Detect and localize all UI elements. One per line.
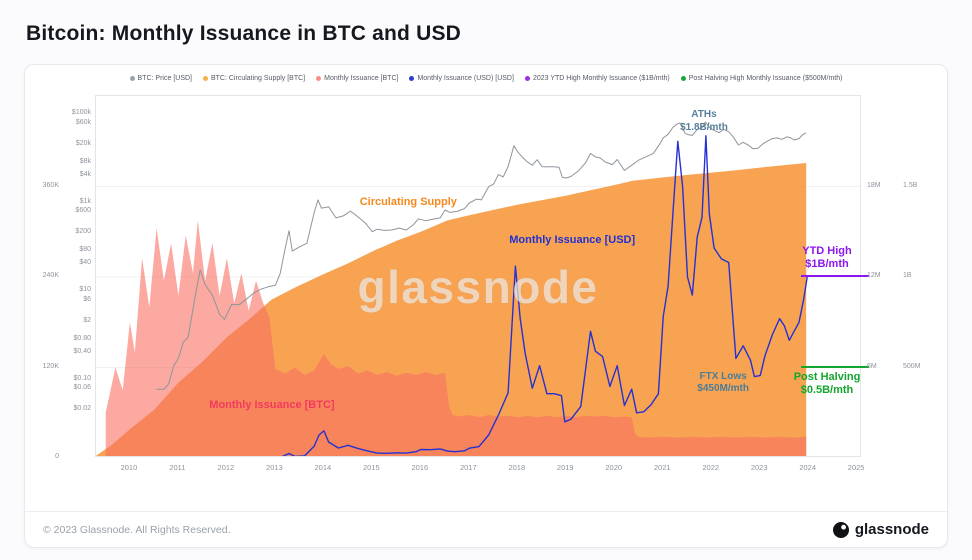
x-tick-2023: 2023 <box>750 463 768 472</box>
y-tick-0-40: $0.40 <box>73 347 91 355</box>
y-tick-360k: 360K <box>42 181 59 189</box>
legend-item-monthly-issuance-usd-usd[interactable]: Monthly Issuance (USD) [USD] <box>409 75 514 82</box>
x-tick-2022: 2022 <box>702 463 720 472</box>
plot-canvas[interactable] <box>95 95 861 457</box>
y-tick-8k: $8k <box>79 157 91 165</box>
x-tick-2016: 2016 <box>411 463 429 472</box>
legend-dot <box>409 76 415 81</box>
y-tick-2: $2 <box>83 316 91 324</box>
x-tick-2019: 2019 <box>556 463 574 472</box>
x-tick-2015: 2015 <box>362 463 380 472</box>
x-tick-2012: 2012 <box>217 463 235 472</box>
y-tick-0-80: $0.80 <box>73 334 91 342</box>
y-tick-80: $80 <box>79 246 91 254</box>
x-tick-2011: 2011 <box>169 463 186 472</box>
series-monthly-issuance-btc <box>105 220 807 456</box>
y-tick-12m: 12M <box>867 272 881 279</box>
y-tick-20k: $20k <box>75 140 91 148</box>
y-tick-0-02: $0.02 <box>73 405 91 413</box>
chart-card: BTC: Price [USD] BTC: Circulating Supply … <box>24 64 948 548</box>
x-tick-2014: 2014 <box>314 463 332 472</box>
legend-item-2023-ytd-high-monthly-issuance-1b-mth[interactable]: 2023 YTD High Monthly Issuance ($1B/mth) <box>524 75 670 82</box>
y-tick-60k: $60k <box>75 118 91 126</box>
x-tick-2013: 2013 <box>266 463 283 472</box>
x-tick-2017: 2017 <box>459 463 477 472</box>
legend-label: BTC: Circulating Supply [BTC] <box>210 75 306 82</box>
legend-label: Monthly Issuance [BTC] <box>324 75 399 82</box>
y-tick-6: $6 <box>83 295 91 303</box>
x-tick-2020: 2020 <box>605 463 623 472</box>
legend-label: BTC: Price [USD] <box>137 75 192 82</box>
page-title: Bitcoin: Monthly Issuance in BTC and USD <box>26 22 462 45</box>
y-tick-0-06: $0.06 <box>73 384 91 392</box>
legend-dot <box>129 76 135 81</box>
glassnode-logo: glassnode <box>832 521 929 538</box>
glassnode-wordmark: glassnode <box>854 521 929 538</box>
legend-label: Monthly Issuance (USD) [USD] <box>417 75 514 82</box>
glassnode-icon <box>832 521 849 538</box>
y-tick-200: $200 <box>75 228 91 236</box>
chart-legend: BTC: Price [USD] BTC: Circulating Supply … <box>25 75 947 82</box>
x-tick-2025: 2025 <box>847 463 865 472</box>
legend-dot <box>202 76 208 81</box>
legend-label: Post Halving High Monthly Issuance ($500… <box>688 75 843 82</box>
y-tick-120k: 120K <box>42 362 59 370</box>
y-tick-0-10: $0.10 <box>73 374 91 382</box>
x-tick-2018: 2018 <box>508 463 526 472</box>
y-tick-1-5b: 1.5B <box>903 181 918 189</box>
legend-dot <box>524 76 530 81</box>
y-tick-100k: $100k <box>71 109 91 117</box>
series-btc-price-usd <box>156 121 807 390</box>
legend-dot <box>316 76 322 81</box>
y-tick-1b: 1B <box>903 272 912 279</box>
y-tick-10: $10 <box>79 286 91 294</box>
legend-dot <box>680 76 686 81</box>
legend-item-btc-circulating-supply-btc[interactable]: BTC: Circulating Supply [BTC] <box>202 75 306 82</box>
y-tick-18m: 18M <box>867 181 881 189</box>
x-tick-2021: 2021 <box>653 463 671 472</box>
card-footer: © 2023 Glassnode. All Rights Reserved. g… <box>25 511 947 547</box>
x-tick-2024: 2024 <box>799 463 816 472</box>
legend-item-btc-price-usd[interactable]: BTC: Price [USD] <box>129 75 192 82</box>
y-tick-600: $600 <box>75 207 91 215</box>
legend-item-post-halving-high-monthly-issuance-500m-mth[interactable]: Post Halving High Monthly Issuance ($500… <box>680 75 843 82</box>
y-tick-6m: 6M <box>867 362 877 370</box>
y-tick-240k: 240K <box>42 272 59 279</box>
y-tick-0: 0 <box>55 453 59 460</box>
legend-item-monthly-issuance-btc[interactable]: Monthly Issuance [BTC] <box>316 75 398 82</box>
y-tick-500m: 500M <box>903 362 921 370</box>
y-tick-40: $40 <box>79 259 91 267</box>
legend-label: 2023 YTD High Monthly Issuance ($1B/mth) <box>532 75 670 82</box>
y-tick-4k: $4k <box>79 170 91 178</box>
chart-area: glassnode Circulating Supply Monthly Issu… <box>25 65 947 511</box>
y-tick-1k: $1k <box>79 197 91 205</box>
x-tick-2010: 2010 <box>120 463 138 472</box>
series-monthly-issuance-usd-usd <box>197 135 808 456</box>
copyright-text: © 2023 Glassnode. All Rights Reserved. <box>43 523 231 536</box>
